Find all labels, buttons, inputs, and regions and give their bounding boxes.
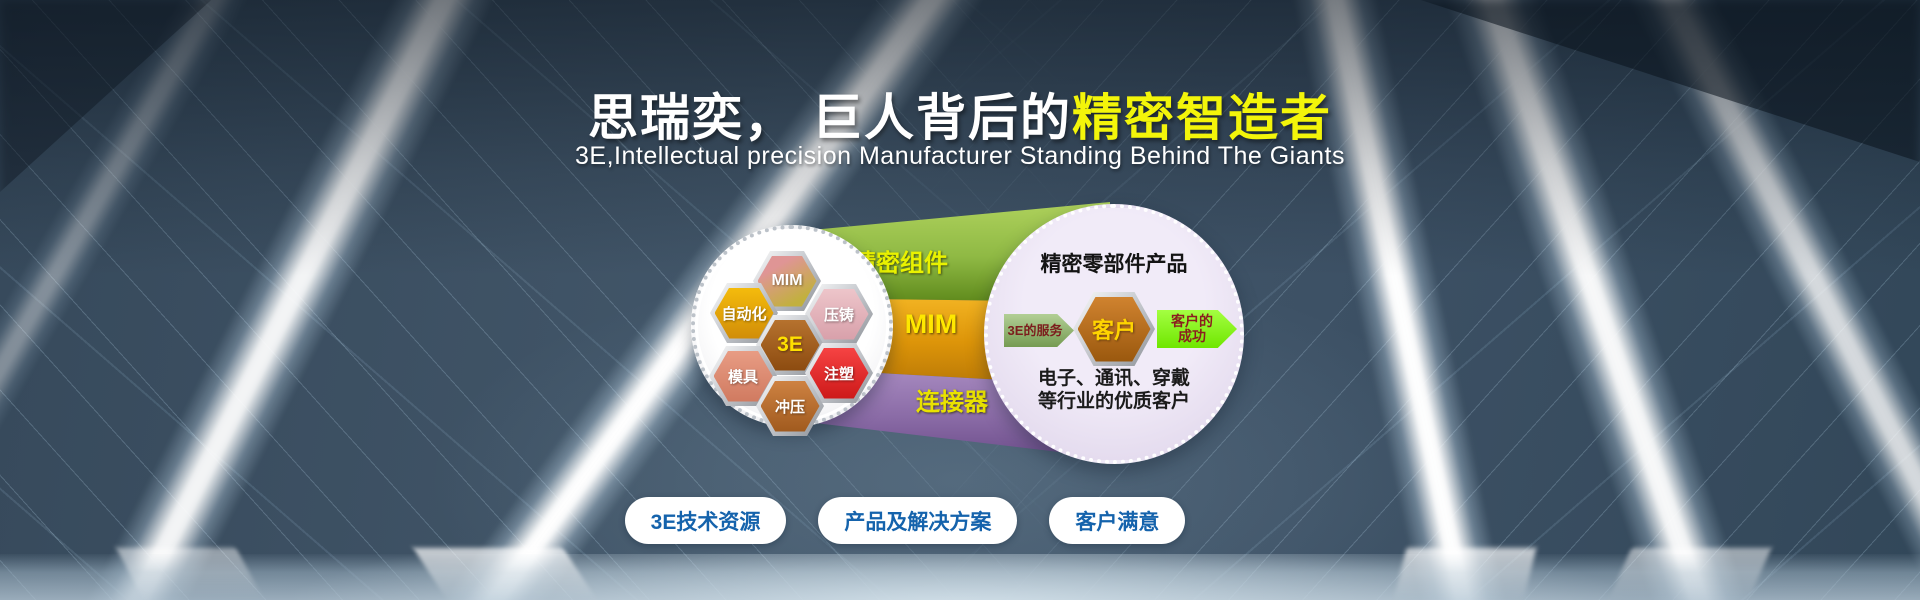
products-title: 精密零部件产品 xyxy=(1040,253,1188,276)
floor-light-reflection xyxy=(1393,548,1537,600)
floor-light-reflection xyxy=(1608,548,1772,600)
caption-line1: 电子、通讯、穿戴 xyxy=(1037,368,1190,389)
button-customer-satisfaction[interactable]: 客户满意 xyxy=(1049,497,1186,544)
hero-subtitle: 3E,Intellectual precision Manufacturer S… xyxy=(575,142,1345,170)
hero-headline: 思瑞奕， 巨人背后的精密智造者 xyxy=(0,78,1920,150)
headline-text: 思瑞奕， 巨人背后的 xyxy=(588,90,1072,146)
quick-links: 3E技术资源 产品及解决方案 客户满意 xyxy=(0,497,1865,544)
customers-caption: 电子、通讯、穿戴 等行业的优质客户 xyxy=(988,368,1240,414)
capability-circle: MIM 自动化 压铸 3E 模具 注塑 冲压 xyxy=(691,225,893,436)
customer-hexagon: 客户 xyxy=(1073,292,1155,366)
headline-highlight: 精密智造者 xyxy=(1071,90,1332,146)
service-arrow-label: 3E的服务 xyxy=(1007,322,1063,338)
service-arrow: 3E的服务 xyxy=(1004,314,1074,347)
success-arrow: 客户的 成功 xyxy=(1157,310,1237,348)
success-line2: 成功 xyxy=(1178,328,1206,344)
button-3e-tech-resources[interactable]: 3E技术资源 xyxy=(624,497,787,544)
band-label-connectors: 连接器 xyxy=(916,389,988,416)
band-label-mim: MIM xyxy=(904,309,958,339)
hexagon-label: 冲压 xyxy=(760,380,820,432)
hexagon-label: 注塑 xyxy=(809,347,869,399)
button-products-and-solutions[interactable]: 产品及解决方案 xyxy=(818,497,1018,544)
customer-circle: 精密零部件产品 3E的服务 客户 客户的 成功 电子、通讯、穿戴 等行业的优质客… xyxy=(984,204,1244,464)
success-line1: 客户的 xyxy=(1171,313,1213,330)
caption-line2: 等行业的优质客户 xyxy=(1037,390,1190,412)
hexagon-label: 压铸 xyxy=(809,288,869,340)
success-arrow-label: 客户的 成功 xyxy=(1171,314,1213,343)
customer-label: 客户 xyxy=(1077,296,1151,362)
